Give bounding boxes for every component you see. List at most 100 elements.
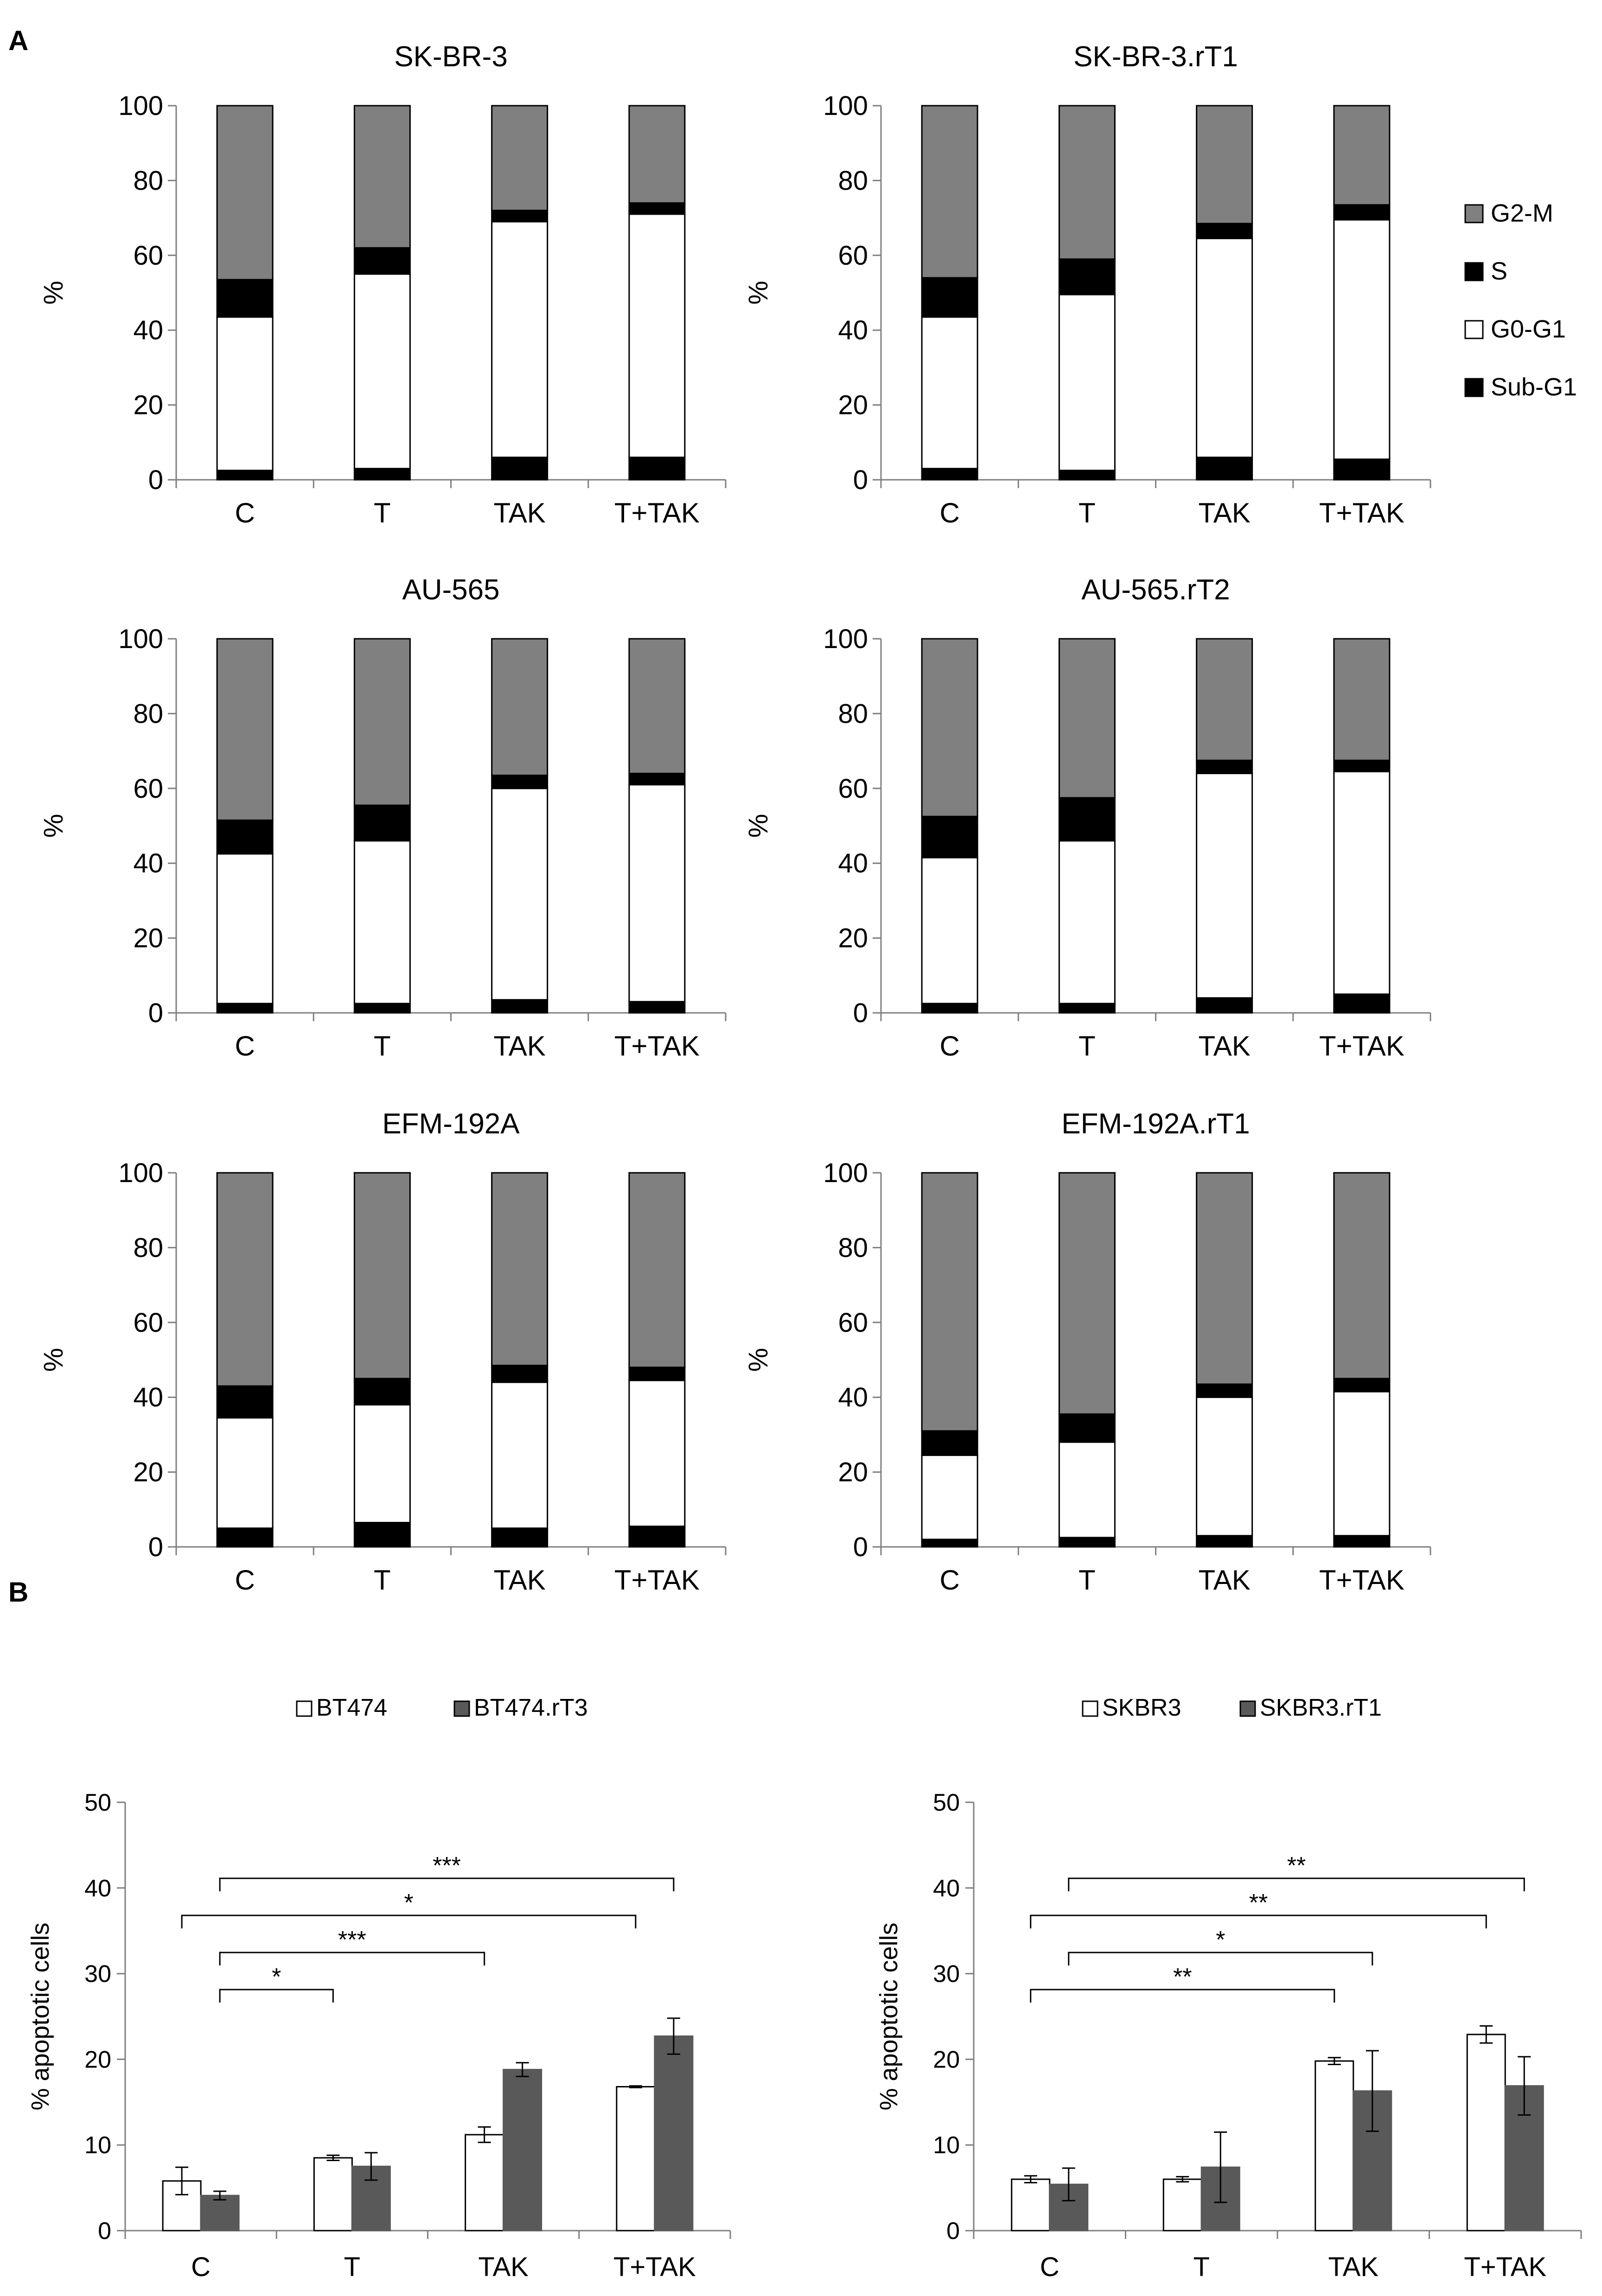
bar-segment-g2-m xyxy=(353,105,411,249)
bar-segment-g2-m xyxy=(628,638,686,775)
y-tick-label: 80 xyxy=(838,699,868,729)
bar-segment-s xyxy=(353,804,411,842)
apoptosis-chart-7: SKBR3 SKBR3.rT1 0 10 20 30 40 50 % apoptotic cel… xyxy=(875,1694,1582,2282)
significance-label: *** xyxy=(433,1852,461,1879)
bar xyxy=(654,2035,694,2232)
y-axis-label: % xyxy=(743,814,773,838)
apoptosis-chart-6: BT474 BT474.rT3 0 10 20 30 40 50 % apoptotic cel… xyxy=(26,1694,731,2282)
bar xyxy=(465,2134,504,2232)
x-tick-label: TAK xyxy=(478,2252,529,2282)
chart-title: EFM-192A.rT1 xyxy=(1061,1108,1250,1140)
bar-segment-sub-g1 xyxy=(491,1527,549,1548)
bar-segment-sub-g1 xyxy=(921,468,978,481)
y-tick-label: 40 xyxy=(133,1382,163,1412)
bar-segment-g0-g1 xyxy=(628,784,686,1003)
y-axis-label: % xyxy=(38,1348,69,1372)
y-tick-label: 40 xyxy=(838,1382,868,1412)
bar xyxy=(1466,2034,1506,2232)
y-tick-label: 20 xyxy=(84,2046,111,2073)
bar-segment-g0-g1 xyxy=(628,1380,686,1527)
y-axis-label: % apoptotic cells xyxy=(875,1922,903,2110)
y-tick-label: 0 xyxy=(853,1532,868,1562)
bar-segment-sub-g1 xyxy=(216,1003,274,1014)
bar-segment-g0-g1 xyxy=(1196,773,1253,999)
bar-segment-s xyxy=(1196,759,1253,775)
bar-segment-g0-g1 xyxy=(353,273,411,470)
significance-label: ** xyxy=(1173,1964,1192,1991)
bar xyxy=(1011,2178,1051,2232)
significance-label: ** xyxy=(1287,1852,1306,1879)
bar-segment-g0-g1 xyxy=(921,316,978,470)
legend-label: BT474 xyxy=(316,1694,387,1721)
bar-segment-sub-g1 xyxy=(1196,457,1253,481)
y-tick-label: 30 xyxy=(933,1961,960,1988)
x-tick-label: T+TAK xyxy=(1464,2252,1546,2282)
bar-segment-s xyxy=(216,1385,274,1419)
x-tick-label: TAK xyxy=(494,1030,546,1062)
x-tick-label: T+TAK xyxy=(1319,497,1404,528)
stacked-chart-4: EFM-192A 0 20 40 60 80 100% C T TAK T+TAK xyxy=(38,1108,727,1596)
bar-segment-g0-g1 xyxy=(1196,1396,1253,1537)
stacked-chart-5: EFM-192A.rT1 0 20 40 60 80 100% C T TAK T+TAK xyxy=(743,1108,1431,1596)
bar-segment-sub-g1 xyxy=(1196,1535,1253,1548)
significance-label: * xyxy=(404,1889,413,1916)
y-tick-label: 60 xyxy=(838,1308,868,1338)
bar-segment-g2-m xyxy=(1058,105,1116,260)
bar-segment-sub-g1 xyxy=(1058,470,1116,481)
bar-segment-g2-m xyxy=(921,1172,978,1432)
bar-segment-g0-g1 xyxy=(491,1381,549,1529)
x-tick-label: TAK xyxy=(1199,1030,1251,1062)
bar-segment-sub-g1 xyxy=(921,1539,978,1548)
bar-segment-sub-g1 xyxy=(628,1526,686,1548)
bar-segment-s xyxy=(628,773,686,786)
significance-bracket xyxy=(1030,1914,1487,1928)
bar xyxy=(1162,2178,1202,2232)
chart-title: SK-BR-3 xyxy=(394,41,508,73)
y-tick-label: 100 xyxy=(823,624,868,654)
legend-swatch xyxy=(1239,1700,1256,1717)
legend-swatch xyxy=(296,1700,313,1717)
bar-segment-s xyxy=(216,819,274,855)
x-tick-label: C xyxy=(191,2252,211,2282)
bar-segment-s xyxy=(491,775,549,789)
legend-swatch-s xyxy=(1464,262,1484,281)
legend-swatch-sub-g1 xyxy=(1464,378,1484,397)
bar-segment-sub-g1 xyxy=(628,457,686,481)
legend-label: SKBR3.rT1 xyxy=(1260,1694,1382,1721)
bar-segment-sub-g1 xyxy=(491,457,549,481)
chart-title: AU-565 xyxy=(402,574,499,606)
x-tick-label: C xyxy=(235,1565,255,1596)
x-tick-label: T+TAK xyxy=(614,1030,700,1062)
y-tick-label: 60 xyxy=(133,774,163,804)
y-tick-label: 0 xyxy=(946,2218,960,2245)
bar-segment-s xyxy=(491,1365,549,1383)
x-tick-label: T xyxy=(374,497,391,528)
y-tick-label: 40 xyxy=(838,315,868,345)
x-tick-label: TAK xyxy=(494,1565,546,1596)
y-tick-label: 0 xyxy=(148,998,163,1028)
bar-segment-g2-m xyxy=(353,638,411,806)
y-tick-label: 80 xyxy=(133,165,163,196)
x-tick-label: C xyxy=(235,1030,255,1062)
bar-segment-g2-m xyxy=(628,105,686,204)
y-tick-label: 60 xyxy=(133,1308,163,1338)
x-tick-label: T xyxy=(1079,1030,1096,1062)
bar xyxy=(313,2157,353,2232)
bar-segment-g2-m xyxy=(353,1172,411,1380)
significance-label: * xyxy=(1216,1927,1225,1953)
x-tick-label: T xyxy=(1079,1565,1096,1596)
y-tick-label: 60 xyxy=(133,241,163,271)
y-tick-label: 10 xyxy=(84,2132,111,2159)
legend-label: SKBR3 xyxy=(1102,1694,1181,1721)
bar xyxy=(1315,2060,1354,2232)
x-tick-label: T xyxy=(1194,2252,1210,2282)
bar-segment-s xyxy=(1333,759,1391,772)
x-tick-label: TAK xyxy=(1328,2252,1379,2282)
x-tick-label: T+TAK xyxy=(614,1565,700,1596)
bar-segment-sub-g1 xyxy=(353,468,411,481)
bar-segment-sub-g1 xyxy=(1333,1535,1391,1548)
bar-segment-g0-g1 xyxy=(216,853,274,1005)
x-tick-label: T xyxy=(1079,497,1096,528)
bar-segment-s xyxy=(1058,258,1116,296)
y-tick-label: 100 xyxy=(823,1158,868,1188)
